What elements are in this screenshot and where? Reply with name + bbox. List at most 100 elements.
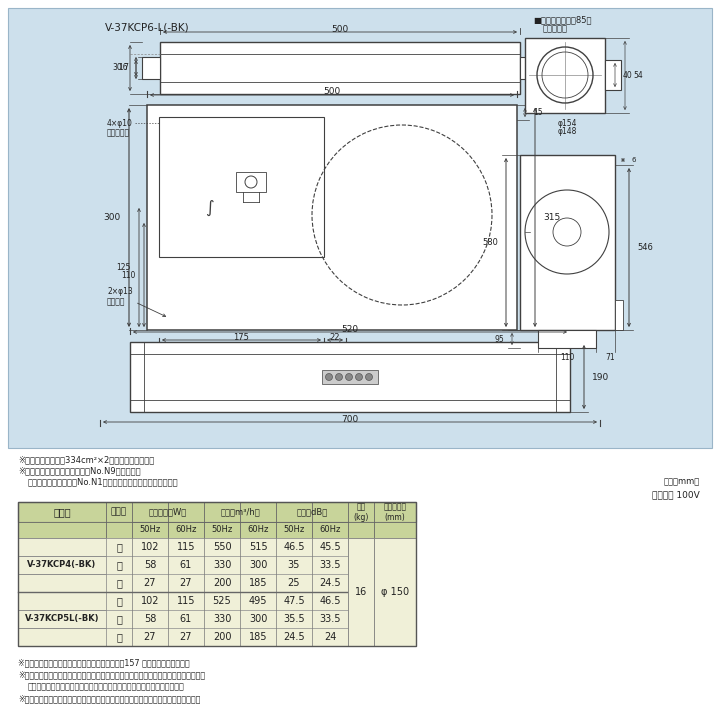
Text: 33.5: 33.5 [319,560,341,570]
Text: 25: 25 [288,578,300,588]
Text: 27: 27 [144,632,156,642]
Circle shape [366,374,372,380]
Text: 中: 中 [116,614,122,624]
Text: 35.5: 35.5 [283,614,305,624]
Text: 30: 30 [112,63,122,73]
Text: 中: 中 [116,560,122,570]
Text: 61: 61 [180,560,192,570]
Text: ※レンジフードファンの設置にあたっては火災予防条例をはじめ法規制があります。: ※レンジフードファンの設置にあたっては火災予防条例をはじめ法規制があります。 [18,694,200,703]
Text: 700: 700 [341,415,359,423]
Text: ※色調は（ホワイト）マンセルNo.N9（近似色）: ※色調は（ホワイト）マンセルNo.N9（近似色） [18,466,140,475]
Text: φ 150: φ 150 [381,587,409,597]
Text: 125: 125 [117,263,131,272]
Text: 46.5: 46.5 [283,542,305,552]
Text: 16: 16 [355,587,367,597]
Bar [8,8,712,448]
Bar [520,57,538,79]
Text: 200: 200 [212,578,231,588]
Text: 315: 315 [543,213,560,222]
Text: 形　名: 形 名 [53,507,71,517]
Text: 175: 175 [233,333,249,341]
Text: 47.5: 47.5 [283,596,305,606]
Bar [374,538,416,646]
Text: （ブラック）マンセルNo.N1（近似色）（但し半ツヤ相当品）: （ブラック）マンセルNo.N1（近似色）（但し半ツヤ相当品） [28,477,179,486]
Bar [18,628,106,646]
Text: 電源電圧 100V: 電源電圧 100V [652,490,700,499]
Text: 520: 520 [341,325,359,333]
Text: 110: 110 [560,354,574,362]
Bar [130,342,570,412]
Text: 330: 330 [213,614,231,624]
Bar [18,522,416,538]
Text: 54: 54 [633,71,643,80]
Text: 71: 71 [606,354,615,362]
Text: 115: 115 [176,542,195,552]
Text: 横直付用穴: 横直付用穴 [107,128,130,138]
Text: 24: 24 [324,632,336,642]
Text: 330: 330 [213,560,231,570]
Bar [18,592,106,610]
Bar [236,172,266,192]
Bar [348,538,374,646]
Text: 27: 27 [180,632,192,642]
Text: 接続パイプ
(mm): 接続パイプ (mm) [384,503,407,522]
Text: 46.5: 46.5 [319,596,341,606]
Text: 質量
(kg): 質量 (kg) [354,503,369,522]
Text: 190: 190 [592,372,609,382]
Text: 24.5: 24.5 [283,632,305,642]
Bar [615,300,623,330]
Text: 4×φ10: 4×φ10 [107,119,133,127]
Text: 515: 515 [248,542,267,552]
Bar [160,42,520,94]
Bar [18,538,106,556]
Text: このコードを途中から切断して電動給気シャッターに接続してください。: このコードを途中から切断して電動給気シャッターに接続してください。 [28,682,185,691]
Bar [147,105,517,330]
Text: 58: 58 [144,614,156,624]
Text: 102: 102 [140,596,159,606]
Bar [18,502,416,522]
Text: ■ダクト接続口（85）: ■ダクト接続口（85） [533,15,592,24]
Text: 50Hz: 50Hz [212,526,233,534]
Text: 27: 27 [144,578,156,588]
Text: 消費電力（W）: 消費電力（W） [149,508,187,516]
Text: 60Hz: 60Hz [247,526,269,534]
Text: 185: 185 [248,632,267,642]
Text: 300: 300 [249,614,267,624]
Bar [18,610,416,628]
Text: 50Hz: 50Hz [140,526,161,534]
Text: 300: 300 [104,213,121,222]
Text: 60Hz: 60Hz [319,526,341,534]
Text: 95: 95 [494,335,504,343]
Text: 強: 強 [116,542,122,552]
Text: （単位mm）: （単位mm） [664,477,700,486]
Text: 7: 7 [123,63,128,73]
Text: ※グリル開口面積は334cm²×2枚（フィルター部）: ※グリル開口面積は334cm²×2枚（フィルター部） [18,455,154,464]
Text: 6: 6 [631,157,636,163]
Text: 弱: 弱 [116,578,122,588]
Text: 550: 550 [212,542,231,552]
Bar [18,592,416,610]
Text: 300: 300 [249,560,267,570]
Text: 60Hz: 60Hz [175,526,197,534]
Text: 騒音（dB）: 騒音（dB） [297,508,328,516]
Bar [18,574,416,592]
Circle shape [325,374,333,380]
Bar [520,155,615,330]
Text: V-37KCP6-L(-BK): V-37KCP6-L(-BK) [105,22,189,32]
Bar [538,330,596,348]
Text: 546: 546 [637,243,653,252]
Text: 40: 40 [623,71,633,79]
Text: 24.5: 24.5 [319,578,341,588]
Text: ∫: ∫ [204,199,213,217]
Text: 2×φ13: 2×φ13 [107,287,132,297]
Text: 27: 27 [180,578,192,588]
Text: 35: 35 [288,560,300,570]
Bar [18,538,416,556]
Text: 33.5: 33.5 [319,614,341,624]
Text: 500: 500 [331,24,348,34]
Text: 115: 115 [176,596,195,606]
Bar [18,628,416,646]
Text: 58: 58 [144,560,156,570]
Text: 弱: 弱 [116,632,122,642]
Text: 風量（m³/h）: 風量（m³/h） [220,508,260,516]
